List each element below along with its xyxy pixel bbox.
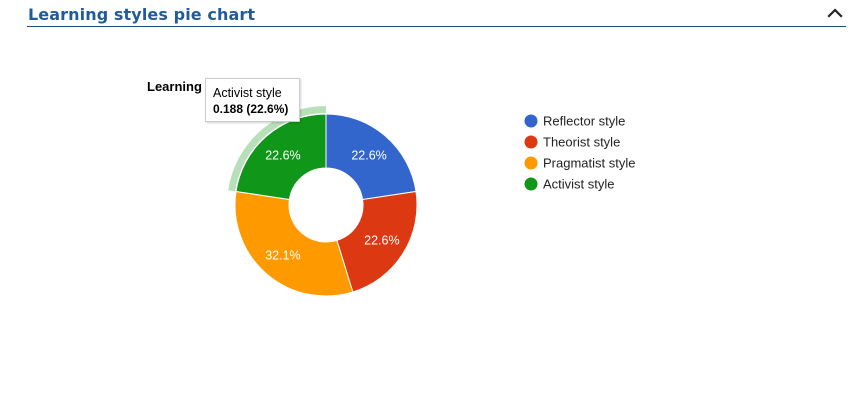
slice-theorist-style[interactable] <box>336 190 418 293</box>
legend-label-activist-style: Activist style <box>543 177 615 192</box>
slice-pragmatist-style[interactable] <box>234 190 354 297</box>
legend-swatch-reflector-style <box>524 114 538 128</box>
slice-reflector-style[interactable] <box>325 113 417 201</box>
tooltip-value: 0.188 (22.6%) <box>213 102 289 116</box>
chart-tooltip: Activist style 0.188 (22.6%) <box>205 78 300 122</box>
tooltip-label: Activist style <box>213 86 282 100</box>
legend-label-reflector-style: Reflector style <box>543 114 625 129</box>
chart-legend: Reflector style Theorist style Pragmatist … <box>524 114 636 192</box>
legend-swatch-theorist-style <box>524 135 538 149</box>
chevron-up-icon[interactable] <box>824 4 846 22</box>
chart-title: Learning <box>147 79 202 94</box>
slice-label-theorist-style: 22.6% <box>364 234 399 248</box>
legend-item-theorist-style[interactable]: Theorist style <box>524 135 621 150</box>
legend-label-theorist-style: Theorist style <box>543 135 620 150</box>
slice-label-pragmatist-style: 32.1% <box>265 249 300 263</box>
legend-item-activist-style[interactable]: Activist style <box>524 177 615 192</box>
legend-swatch-activist-style <box>524 177 538 191</box>
legend-item-reflector-style[interactable]: Reflector style <box>524 114 626 129</box>
slice-activist-style[interactable] <box>235 113 327 201</box>
slice-highlight-activist-style <box>228 106 326 192</box>
slice-label-reflector-style: 22.6% <box>351 148 386 162</box>
legend-swatch-pragmatist-style <box>524 156 538 170</box>
panel-header: Learning styles pie chart <box>27 0 846 27</box>
slice-label-activist-style: 22.6% <box>265 148 300 162</box>
panel-title: Learning styles pie chart <box>28 5 256 24</box>
legend-label-pragmatist-style: Pragmatist style <box>543 156 635 171</box>
legend-item-pragmatist-style[interactable]: Pragmatist style <box>524 156 636 171</box>
